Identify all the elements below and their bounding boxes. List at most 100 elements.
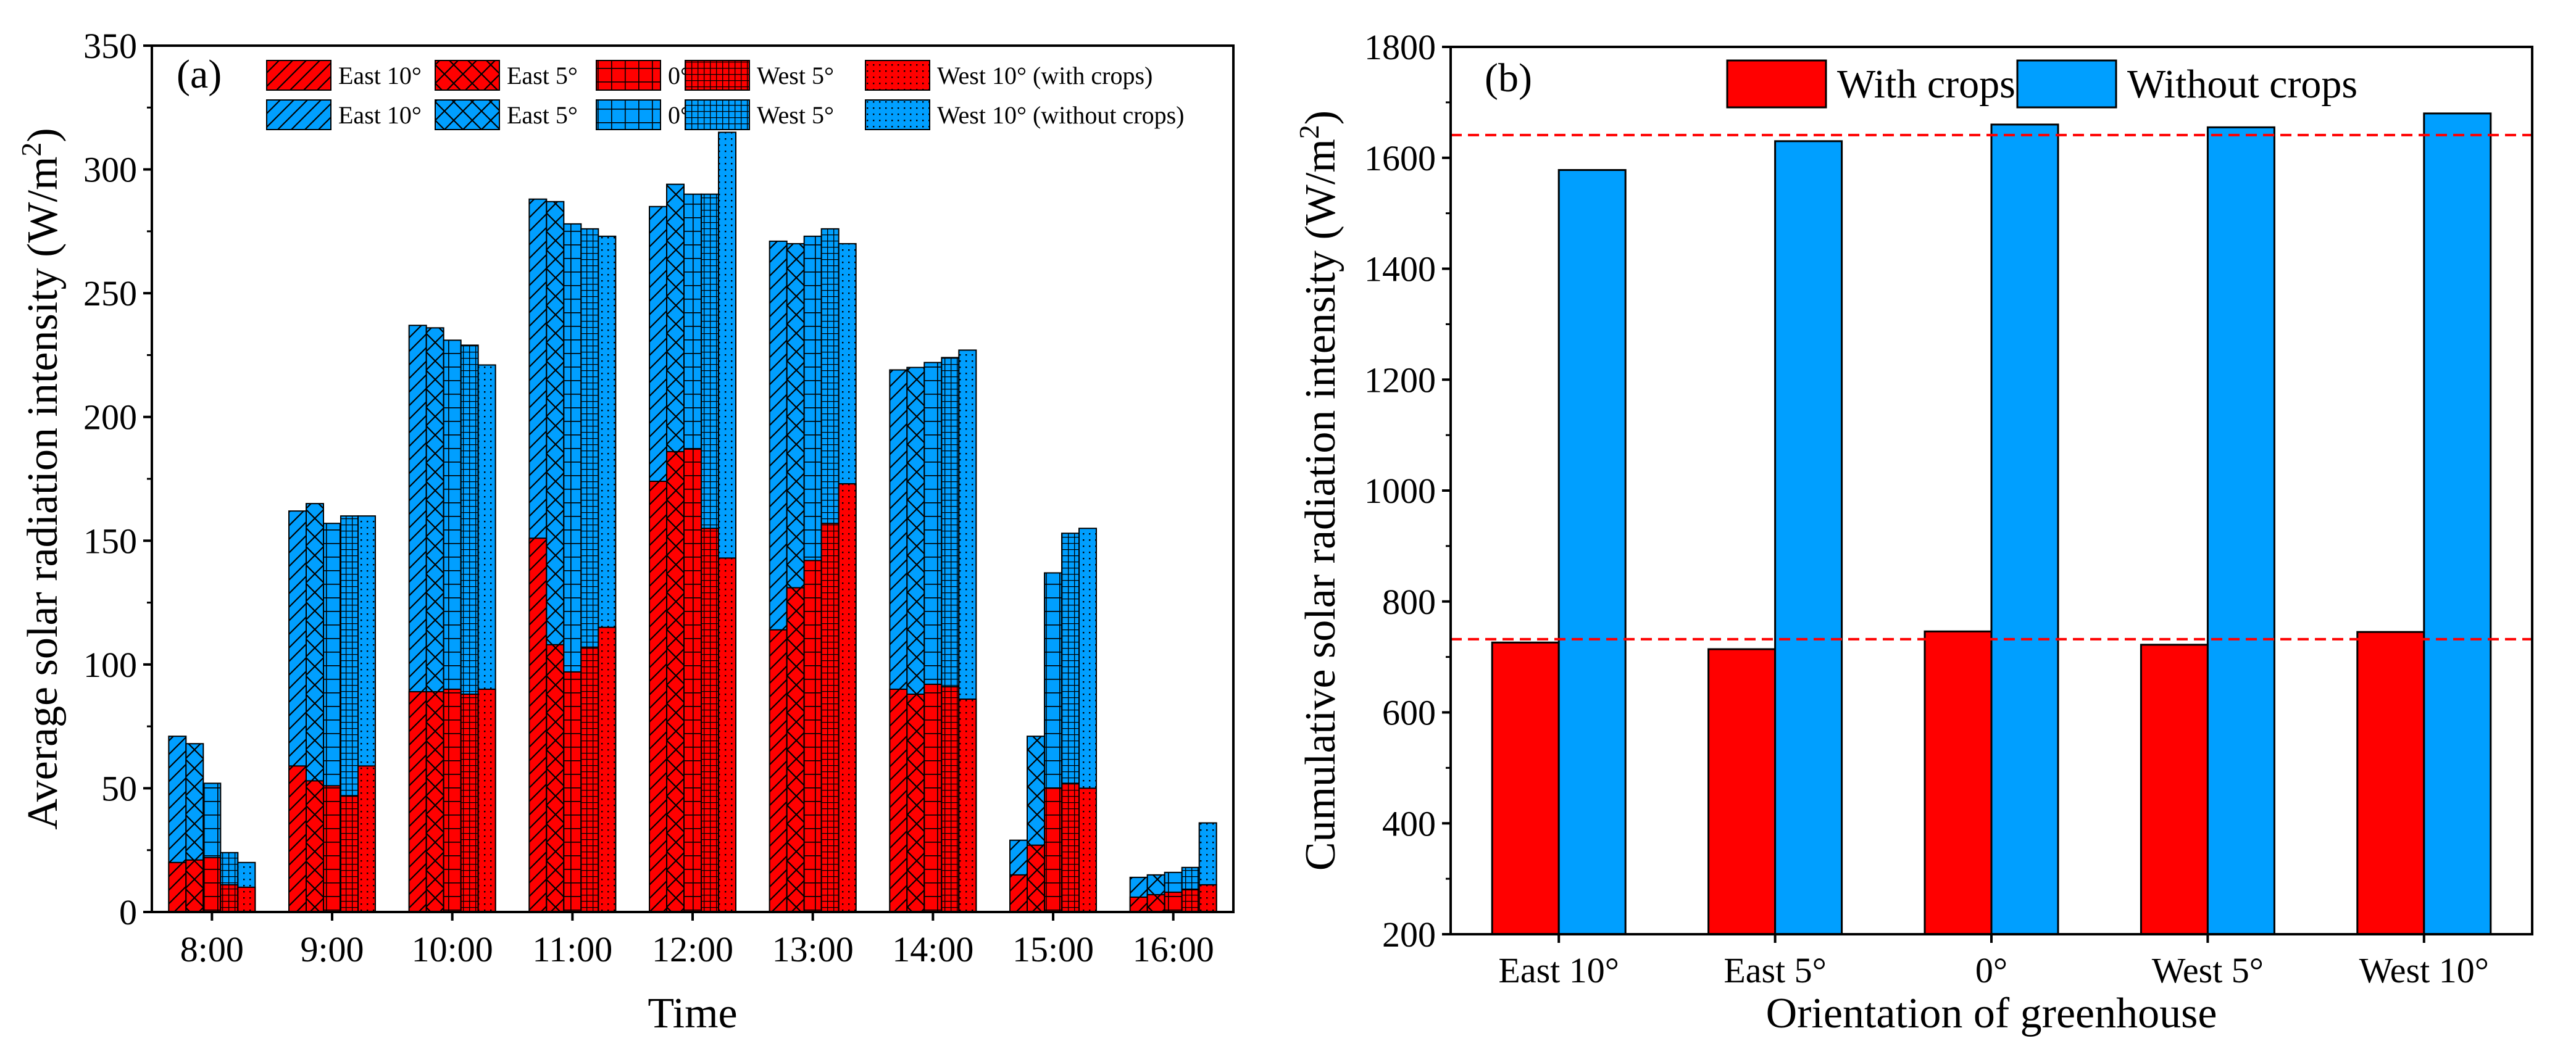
b-xtick-label-4: West 10° [2359, 950, 2489, 990]
bar-a-with-pattern-8-3 [1181, 889, 1200, 913]
a-legend-swatch-pattern-0-1 [435, 60, 500, 91]
chart-b-panel-label: (b) [1485, 56, 1532, 101]
a-xtick-label-7: 15:00 [1012, 929, 1094, 969]
bar-a-with-pattern-4-2 [683, 448, 702, 913]
a-ytick-label-6: 300 [83, 150, 137, 190]
bar-b-without-2 [1990, 123, 2059, 935]
bar-a-with-pattern-3-0 [528, 537, 548, 913]
a-xtick-label-6: 14:00 [892, 929, 973, 969]
bar-a-with-pattern-5-2 [803, 560, 822, 913]
b-ytick-label-2: 600 [1382, 693, 1436, 733]
b-xtick-label-1: East 5° [1724, 950, 1827, 990]
bar-a-with-pattern-7-1 [1027, 844, 1045, 913]
b-ytick-label-1: 400 [1382, 803, 1436, 844]
bar-a-with-pattern-3-2 [563, 671, 582, 913]
b-ytick-label-0: 200 [1382, 914, 1436, 955]
bar-a-with-pattern-8-4 [1198, 884, 1217, 913]
bar-a-with-pattern-6-3 [941, 686, 960, 913]
bar-a-with-pattern-8-0 [1129, 896, 1148, 913]
a-xtick-label-1: 9:00 [300, 929, 364, 969]
b-legend-label-0: With crops [1837, 62, 2015, 107]
b-ytick-label-6: 1400 [1364, 249, 1436, 289]
a-ytick-label-4: 200 [83, 397, 137, 437]
b-legend-label-1: Without crops [2127, 62, 2357, 107]
a-legend-label-1-3: West 5° [757, 101, 834, 129]
bar-a-with-pattern-0-1 [185, 859, 204, 913]
a-xtick-label-3: 11:00 [532, 929, 612, 969]
bar-b-without-3 [2206, 126, 2275, 935]
a-legend-swatch-pattern-1-0 [266, 99, 331, 130]
bar-a-with-pattern-7-2 [1044, 787, 1062, 913]
bar-a-with-pattern-2-4 [477, 688, 496, 913]
bar-a-with-pattern-4-0 [649, 481, 667, 913]
a-ytick-label-2: 100 [83, 645, 137, 685]
a-legend-swatch-pattern-0-0 [266, 60, 331, 91]
bar-a-with-pattern-4-1 [666, 450, 685, 913]
chart-a-x-axis: 8:00 9:00 10:00 11:00 12:00 13:00 14:00 15:00 16… [180, 912, 1214, 969]
chart-a-xlabel: Time [648, 990, 737, 1037]
bar-a-with-pattern-2-3 [460, 693, 479, 913]
bar-a-with-pattern-7-0 [1009, 874, 1028, 913]
bar-b-without-0 [1557, 169, 1627, 935]
bar-a-with-pattern-6-2 [923, 683, 943, 913]
bar-a-with-pattern-6-0 [889, 688, 908, 913]
a-xtick-label-0: 8:00 [180, 929, 244, 969]
b-ytick-label-7: 1600 [1364, 138, 1436, 178]
b-ytick-label-4: 1000 [1364, 471, 1436, 511]
bar-a-with-pattern-2-1 [425, 690, 444, 913]
bar-a-with-pattern-5-1 [786, 587, 805, 913]
a-legend-label-0-0: East 10° [338, 62, 422, 89]
a-ytick-label-3: 150 [83, 521, 137, 561]
bar-b-with-2 [1924, 630, 1993, 935]
b-ytick-label-5: 1200 [1364, 360, 1436, 400]
a-legend-label-1-1: East 5° [507, 101, 578, 129]
chart-b: 200 400 600 800 1000 1200 1400 1600 1800 East 10… [1293, 27, 2533, 1037]
bar-a-with-pattern-0-4 [237, 886, 256, 913]
bar-a-with-pattern-6-1 [906, 693, 925, 913]
chart-a-bars [168, 131, 1217, 913]
chart-a-ylabel: Average solar radiation intensity (W/m2) [15, 128, 67, 829]
a-ytick-label-1: 50 [101, 768, 137, 808]
a-legend-swatch-pattern-0-3 [685, 60, 750, 91]
bar-b-with-4 [2356, 631, 2425, 935]
a-legend-label-1-4: West 10° (without crops) [937, 101, 1185, 129]
bar-b-with-0 [1491, 641, 1560, 935]
bar-a-with-pattern-1-0 [288, 765, 307, 913]
a-ytick-label-0: 0 [119, 892, 137, 932]
bar-a-with-pattern-5-4 [838, 483, 857, 913]
b-xtick-label-2: 0° [1975, 950, 2007, 990]
chart-b-ylabel: Cumulative solar radiation intensity (W/… [1293, 110, 1344, 871]
a-legend-swatch-pattern-0-2 [596, 60, 661, 91]
bar-a-with-pattern-8-1 [1146, 894, 1165, 913]
bar-a-with-pattern-4-4 [718, 557, 736, 913]
a-legend-swatch-pattern-1-4 [865, 99, 930, 130]
bar-a-with-pattern-1-2 [323, 785, 341, 913]
a-ytick-label-5: 250 [83, 273, 137, 313]
b-ytick-label-8: 1800 [1364, 27, 1436, 67]
a-xtick-label-2: 10:00 [412, 929, 493, 969]
bar-b-with-3 [2140, 644, 2209, 935]
b-xtick-label-3: West 5° [2152, 950, 2264, 990]
bar-a-with-pattern-0-2 [202, 856, 222, 913]
bar-a-with-pattern-0-0 [168, 861, 187, 913]
a-xtick-label-8: 16:00 [1133, 929, 1214, 969]
bar-a-with-pattern-5-3 [820, 523, 840, 913]
bar-a-with-pattern-2-2 [443, 688, 462, 913]
chart-a-y-axis: 0 50 100 150 200 250 300 350 [83, 26, 152, 932]
bar-b-without-4 [2423, 112, 2492, 935]
chart-b-x-axis: East 10° East 5° 0° West 5° West 10° [1498, 934, 2489, 990]
bar-a-with-pattern-6-4 [958, 699, 977, 913]
b-legend-swatch-1 [2016, 59, 2117, 109]
bar-a-with-pattern-2-0 [408, 690, 427, 913]
bar-b-without-1 [1774, 140, 1843, 935]
bar-b-with-1 [1707, 648, 1777, 935]
bar-a-with-pattern-3-1 [546, 644, 565, 913]
bar-a-with-pattern-8-2 [1164, 891, 1183, 913]
chart-b-xlabel: Orientation of greenhouse [1766, 990, 2217, 1037]
b-ytick-label-3: 800 [1382, 582, 1436, 622]
a-legend-swatch-pattern-0-4 [865, 60, 930, 91]
a-legend-label-1-0: East 10° [338, 101, 422, 129]
a-legend-label-0-3: West 5° [757, 62, 834, 89]
bar-a-with-pattern-1-1 [306, 780, 324, 913]
